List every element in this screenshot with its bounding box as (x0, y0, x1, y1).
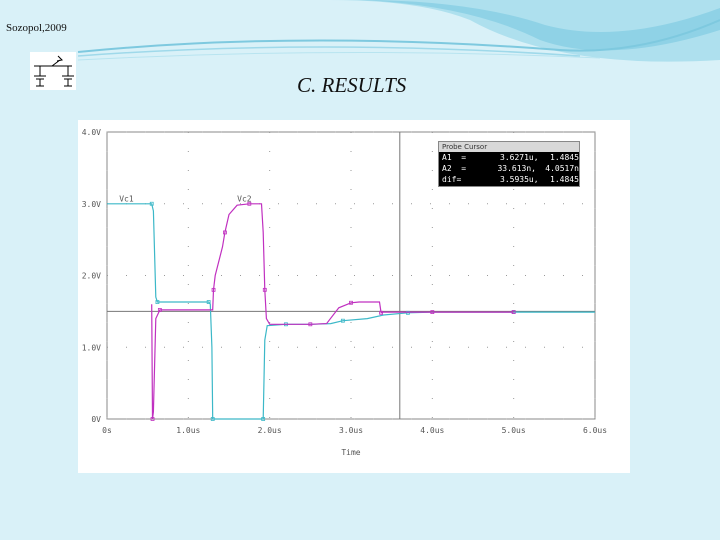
x-tick-label: 0s (102, 426, 112, 435)
x-axis-label: Time (341, 448, 360, 457)
series-marker (430, 310, 435, 314)
y-tick-label: 4.0V (82, 128, 101, 137)
slide-title: C. RESULTS (297, 73, 407, 97)
series-label-vc2: Vc2 (237, 195, 252, 204)
x-tick-label: 5.0us (502, 426, 526, 435)
voltage-chart: 0s 1.0us 2.0us 3.0us 4.0us 5.0us 6.0us 0V 1.0V 2.… (82, 128, 607, 457)
probe-label: dif= (442, 175, 462, 184)
x-tick-label: 2.0us (258, 426, 282, 435)
header-text: Sozopol,2009 (6, 22, 67, 34)
probe-time: 3.5935u, (500, 175, 539, 184)
probe-time: 3.6271u, (500, 153, 539, 162)
series-marker (247, 201, 252, 206)
probe-value: 1.4845 (550, 153, 579, 162)
probe-cursor-window[interactable]: Probe Cursor A1 = 3.6271u, 1.4845 A2 = 3… (438, 141, 580, 187)
circuit-symbol-icon (30, 52, 76, 90)
series-marker (340, 318, 345, 323)
y-tick-label: 3.0V (82, 200, 101, 209)
probe-value: 4.0517n (545, 164, 579, 173)
probe-cursor-row-dif: dif= 3.5935u, 1.4845 (439, 174, 579, 185)
x-tick-label: 1.0us (176, 426, 200, 435)
x-tick-label: 3.0us (339, 426, 363, 435)
series-marker (406, 310, 410, 315)
y-tick-label: 2.0V (82, 272, 101, 281)
x-tick-label: 4.0us (420, 426, 444, 435)
series-marker (223, 230, 227, 235)
series-marker (157, 308, 162, 312)
series-marker (261, 417, 266, 421)
x-tick-label: 6.0us (583, 426, 607, 435)
probe-cursor-row-a2: A2 = 33.613n, 4.0517n (439, 163, 579, 174)
series-marker (511, 310, 516, 314)
y-tick-label: 1.0V (82, 343, 101, 352)
series-marker (206, 300, 211, 304)
series-marker (379, 310, 383, 315)
probe-cursor-row-a1: A1 = 3.6271u, 1.4845 (439, 152, 579, 163)
series-line-vc2 (151, 203, 514, 420)
series-marker (349, 300, 353, 305)
probe-label: A1 = (442, 153, 467, 162)
series-marker (308, 322, 313, 327)
series-marker (155, 300, 160, 304)
probe-value: 1.4845 (550, 175, 579, 184)
probe-label: A2 = (442, 164, 467, 173)
series-label-vc1: Vc1 (119, 195, 134, 204)
series-marker (149, 201, 154, 206)
header-decoration (77, 0, 720, 62)
probe-cursor-title: Probe Cursor (439, 142, 579, 152)
probe-time: 33.613n, (497, 164, 536, 173)
series-marker (262, 287, 267, 292)
series-marker (150, 417, 155, 421)
series-marker (210, 417, 215, 421)
y-tick-label: 0V (91, 415, 101, 424)
series-marker (211, 287, 216, 292)
